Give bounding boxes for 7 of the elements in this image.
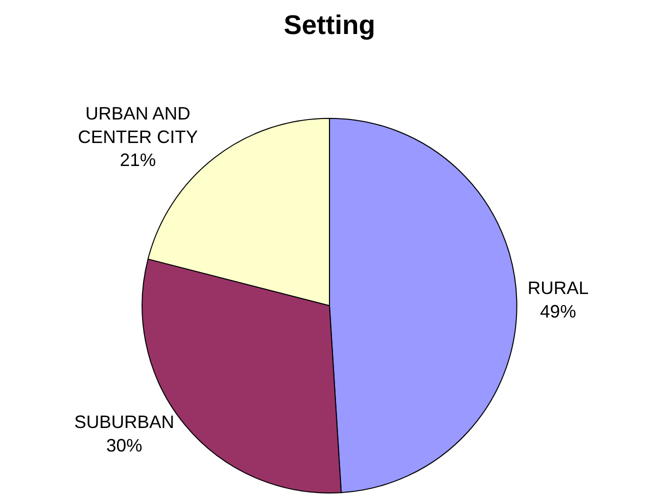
slice-label: RURAL xyxy=(528,278,589,298)
slice-label: URBAN AND CENTER CITY xyxy=(78,103,198,147)
slice-label: SUBURBAN xyxy=(74,412,174,432)
chart-title: Setting xyxy=(284,10,376,40)
data-label: 21% xyxy=(120,150,156,170)
data-label: 49% xyxy=(540,301,576,322)
data-label: 30% xyxy=(106,436,142,456)
